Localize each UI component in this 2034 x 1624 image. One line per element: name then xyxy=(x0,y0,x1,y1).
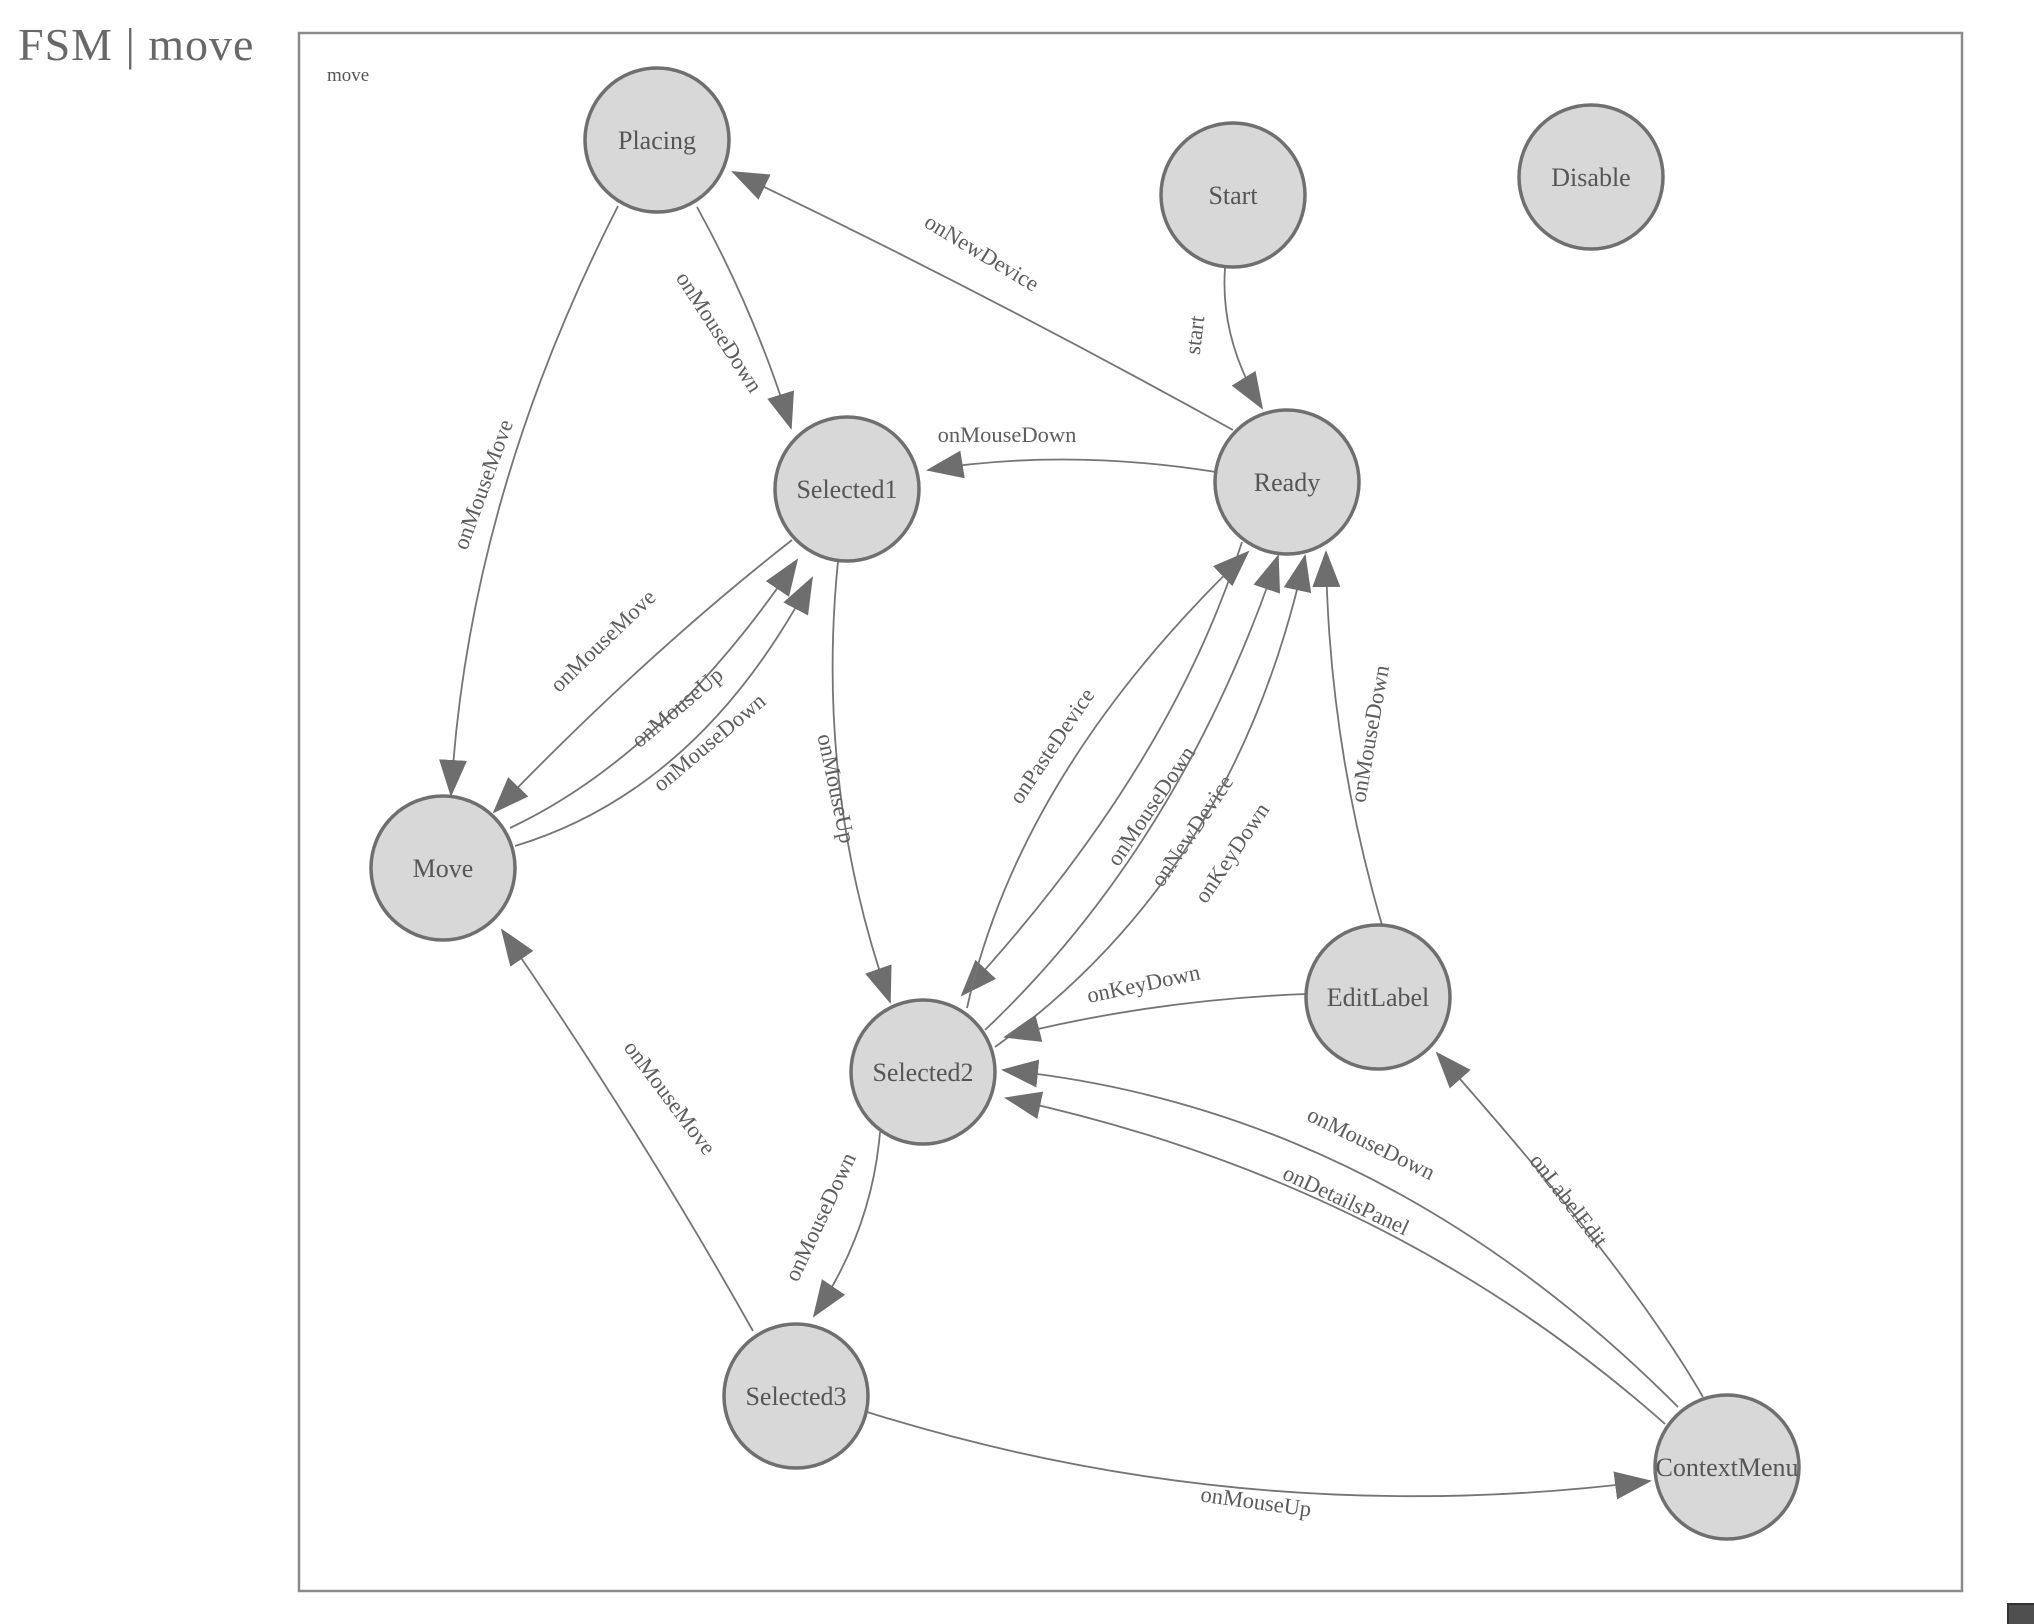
transition-selected3-move-onMouseMove[interactable] xyxy=(500,928,754,1332)
state-label-contextmenu: ContextMenu xyxy=(1656,1453,1799,1482)
transition-contextmenu-selected2-onDetailsPanel[interactable] xyxy=(1004,1091,1666,1425)
transition-selected1-selected2-onMouseUp[interactable] xyxy=(831,560,892,1004)
transition-label-14: onKeyDown xyxy=(1085,959,1203,1007)
state-label-ready: Ready xyxy=(1254,468,1320,497)
canvas-label: move xyxy=(327,65,369,86)
transition-editlabel-ready-onMouseDown[interactable] xyxy=(1312,550,1383,926)
state-label-placing: Placing xyxy=(618,126,696,155)
transition-editlabel-selected2-onKeyDown[interactable] xyxy=(1003,993,1307,1042)
state-label-disable: Disable xyxy=(1551,163,1630,192)
transition-label-18: onMouseDown xyxy=(1303,1102,1439,1185)
transition-placing-selected1-onMouseDown[interactable] xyxy=(696,206,794,430)
state-node-selected3[interactable] xyxy=(722,1322,870,1470)
transition-placing-move-onMouseMove[interactable] xyxy=(439,205,619,797)
transition-selected2-selected3-onMouseDown[interactable] xyxy=(812,1131,881,1318)
transition-label-4: onMouseDown xyxy=(938,422,1077,447)
transition-label-15: onMouseDown xyxy=(780,1149,861,1285)
transition-selected1-move-onMouseMove[interactable] xyxy=(492,539,793,814)
state-node-selected1[interactable] xyxy=(773,415,921,563)
state-label-selected1: Selected1 xyxy=(796,475,897,504)
transition-selected2-ready-onNewDevice[interactable] xyxy=(984,554,1281,1031)
transition-start-ready-start[interactable] xyxy=(1223,267,1264,410)
transition-label-16: onMouseMove xyxy=(619,1036,721,1160)
transition-selected3-contextmenu-onMouseUp[interactable] xyxy=(866,1411,1652,1500)
state-node-selected2[interactable] xyxy=(849,998,997,1146)
transition-label-5: onMouseMove xyxy=(545,584,660,697)
state-label-selected2: Selected2 xyxy=(872,1058,973,1087)
transition-ready-selected1-onMouseDown[interactable] xyxy=(926,450,1217,479)
transition-label-8: onMouseUp xyxy=(813,731,861,845)
transition-selected2-ready-onPasteDevice[interactable] xyxy=(966,550,1250,1009)
transition-label-1: onNewDevice xyxy=(920,209,1043,297)
page-title: FSM | move xyxy=(18,19,255,70)
state-node-disable[interactable] xyxy=(1517,103,1665,251)
resize-handle-icon xyxy=(2007,1603,2034,1624)
transition-selected2-ready-onKeyDown[interactable] xyxy=(994,554,1312,1048)
transition-label-13: onMouseDown xyxy=(1345,663,1394,804)
transition-move-selected1-onMouseDown[interactable] xyxy=(514,576,813,847)
state-node-move[interactable] xyxy=(369,794,517,942)
transition-ready-selected2-onMouseDown[interactable] xyxy=(960,541,1243,997)
state-node-placing[interactable] xyxy=(583,66,731,214)
state-node-ready[interactable] xyxy=(1213,408,1361,556)
diagram-border xyxy=(297,31,1964,1593)
transition-label-19: onDetailsPanel xyxy=(1279,1160,1413,1240)
transition-label-20: onLabelEdit xyxy=(1525,1149,1614,1253)
state-node-editlabel[interactable] xyxy=(1304,923,1452,1071)
transition-label-3: onMouseMove xyxy=(448,416,518,553)
transition-label-0: start xyxy=(1180,314,1210,356)
state-node-start[interactable] xyxy=(1159,121,1307,269)
transition-contextmenu-selected2-onMouseDown[interactable] xyxy=(1001,1059,1679,1408)
transition-label-2: onMouseDown xyxy=(671,267,768,397)
transition-label-17: onMouseUp xyxy=(1199,1481,1313,1521)
transition-label-10: onPasteDevice xyxy=(1004,683,1100,808)
transition-contextmenu-editlabel-onLabelEdit[interactable] xyxy=(1435,1051,1704,1398)
state-label-start: Start xyxy=(1208,181,1258,210)
state-label-editlabel: EditLabel xyxy=(1327,983,1430,1012)
state-label-selected3: Selected3 xyxy=(745,1382,846,1411)
state-node-contextmenu[interactable] xyxy=(1653,1393,1801,1541)
state-label-move: Move xyxy=(413,854,474,883)
transition-move-selected1-onMouseUp[interactable] xyxy=(509,558,799,829)
transition-ready-placing-onNewDevice[interactable] xyxy=(731,171,1234,431)
